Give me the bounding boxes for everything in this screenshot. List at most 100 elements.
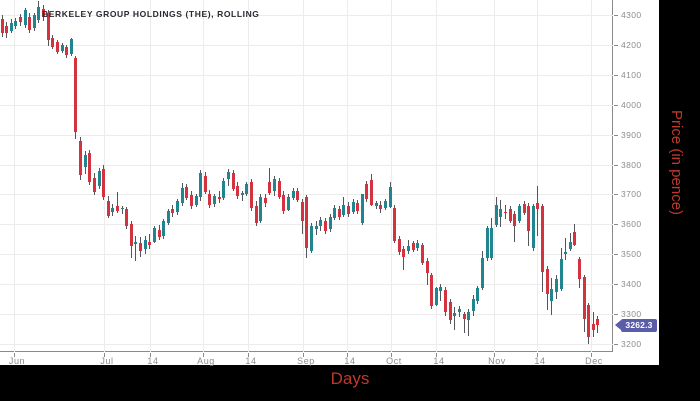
candle [291, 191, 295, 198]
candle [129, 223, 133, 247]
candle-wick [537, 186, 539, 237]
y-tick-mark [614, 104, 618, 106]
y-tick-label: 3200 [621, 338, 642, 349]
candle [342, 204, 346, 216]
candle [180, 188, 184, 204]
candle [189, 195, 193, 207]
x-tick-label: 14 [534, 356, 546, 366]
candle [457, 308, 461, 312]
candle [337, 209, 341, 218]
candle [365, 183, 369, 200]
candle [527, 205, 531, 231]
y-tick-label: 3500 [621, 249, 642, 260]
y-tick-mark [614, 14, 618, 16]
candle [120, 207, 124, 210]
candle [559, 258, 563, 289]
y-tick-label: 3800 [621, 159, 642, 170]
x-tick-label: Aug [197, 356, 215, 366]
candle [545, 268, 549, 294]
x-tick-label: 14 [245, 356, 257, 366]
gridline-vertical [303, 0, 304, 352]
candle [434, 288, 438, 306]
y-tick-mark [614, 134, 618, 136]
x-tick-label: Dec [585, 356, 603, 366]
candle [116, 206, 119, 211]
candle [106, 200, 110, 216]
y-tick-label: 3700 [621, 189, 642, 200]
candle [379, 204, 383, 210]
candle [111, 207, 115, 213]
candle [471, 299, 475, 312]
chart-canvas: BERKELEY GROUP HOLDINGS (THE), ROLLING 3… [0, 0, 659, 366]
candle [46, 12, 50, 41]
gridline-horizontal [0, 44, 613, 46]
x-tick-mark [391, 353, 392, 357]
candle [453, 313, 457, 316]
candle [162, 221, 166, 236]
y-tick-label: 4200 [621, 39, 642, 50]
candle [554, 278, 558, 292]
x-tick-mark [203, 353, 204, 357]
candle [504, 212, 508, 214]
x-tick-label: Nov [488, 356, 506, 366]
gridline-horizontal [0, 343, 613, 345]
candle [226, 171, 230, 180]
candle [83, 154, 87, 167]
gridline-horizontal [0, 314, 613, 316]
candle [490, 228, 494, 259]
candle [185, 186, 189, 198]
candle [282, 195, 286, 212]
candlestick-plot-area[interactable] [0, 0, 613, 352]
gridline-horizontal [0, 74, 613, 76]
candle [74, 58, 78, 133]
candle [448, 302, 452, 321]
x-tick-label: Jun [8, 356, 26, 366]
candle [245, 183, 249, 194]
y-tick-mark [614, 314, 618, 316]
candle [578, 258, 581, 279]
candle [360, 194, 364, 224]
candle [254, 206, 258, 224]
candle-wick [505, 204, 507, 219]
candle [240, 192, 244, 195]
candle [508, 208, 512, 221]
candle-wick [135, 236, 137, 262]
candle-wick [565, 238, 567, 261]
candle-wick [458, 306, 460, 318]
candle [374, 203, 378, 207]
y-tick-mark [614, 74, 618, 76]
gridline-horizontal [0, 104, 613, 106]
y-tick-label: 4100 [621, 69, 642, 80]
y-tick-label: 3900 [621, 129, 642, 140]
candle [236, 186, 240, 197]
y-tick-mark [614, 164, 618, 166]
candle [388, 186, 392, 207]
y-tick-mark [614, 343, 618, 345]
candle [28, 17, 32, 30]
gridline-vertical [494, 0, 495, 352]
gridline-horizontal [0, 134, 613, 136]
candle [425, 260, 429, 273]
candle [222, 180, 226, 198]
candle [439, 287, 443, 291]
candle [217, 196, 221, 200]
gridline-vertical [203, 0, 204, 352]
candle [273, 179, 277, 192]
x-tick-label: Oct [386, 356, 402, 366]
candle [476, 287, 480, 302]
gridline-vertical [537, 0, 538, 352]
candle [55, 42, 59, 52]
candle [480, 257, 484, 289]
candle [5, 26, 9, 33]
y-tick-label: 3300 [621, 309, 642, 320]
candle-wick [468, 309, 470, 337]
candle [587, 305, 591, 338]
candle [582, 276, 586, 319]
candle [268, 182, 272, 193]
candle [79, 141, 83, 175]
candle [564, 251, 568, 254]
candle [208, 194, 212, 206]
x-tick-label: Jul [100, 356, 114, 366]
